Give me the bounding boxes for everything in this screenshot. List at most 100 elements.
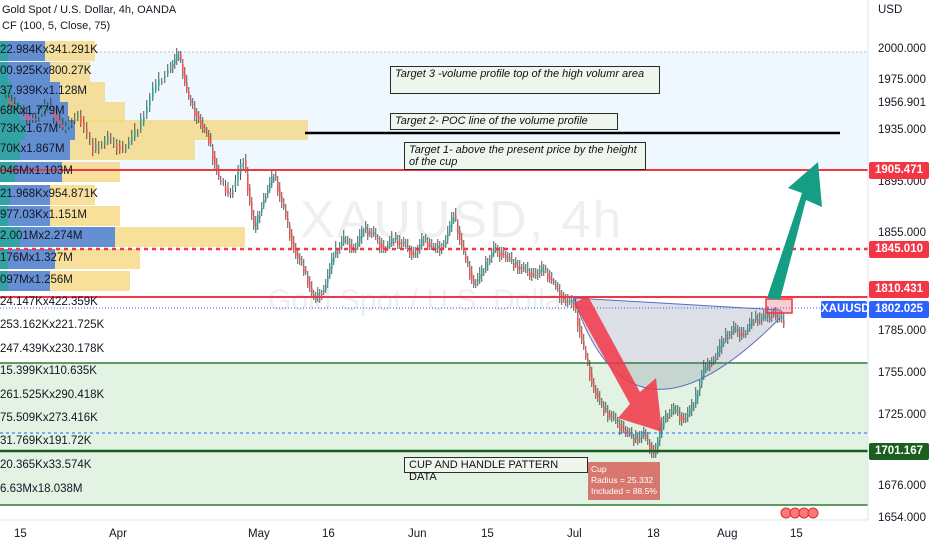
candle-body (705, 367, 707, 370)
candle-body (735, 330, 737, 331)
pattern-note[interactable]: CUP AND HANDLE PATTERN DATA (404, 457, 588, 483)
price-tag: 1810.431 (869, 281, 929, 298)
candle-body (293, 242, 295, 250)
price-tag: 1845.010 (869, 241, 929, 258)
candle-body (71, 124, 73, 125)
price-tick: 1725.000 (878, 409, 926, 421)
candle-body (681, 416, 683, 420)
candle-body (80, 115, 82, 124)
candle-body (601, 402, 603, 403)
candle-body (713, 360, 715, 362)
candle-body (559, 291, 561, 298)
candle-body (495, 250, 497, 251)
vp-row-label: 73Kx1.67M (0, 123, 59, 135)
candle-body (313, 294, 315, 297)
candle-body (32, 118, 34, 120)
chart-title[interactable]: Gold Spot / U.S. Dollar, 4h, OANDA (2, 4, 177, 16)
candle-body (381, 244, 383, 249)
candle-body (283, 203, 285, 207)
candle-body (247, 174, 249, 191)
time-tick: Jul (567, 528, 582, 540)
candle-body (92, 143, 94, 153)
vp-row-label: 75.509Kx273.416K (0, 412, 98, 424)
candle-body (639, 438, 641, 439)
candle-body (531, 273, 533, 276)
candle-body (275, 175, 277, 178)
candle-body (645, 435, 647, 438)
candle-body (143, 117, 145, 122)
candle-body (723, 343, 725, 344)
currency-label[interactable]: USD (878, 4, 903, 16)
candle-body (371, 233, 373, 234)
candle-body (345, 240, 347, 241)
price-tick: 1855.000 (878, 227, 926, 239)
candle-body (615, 420, 617, 421)
candle-body (437, 245, 439, 249)
demand-zone (0, 363, 868, 505)
candle-body (517, 266, 519, 270)
vp-row-label: 37.939Kx1.128M (0, 85, 87, 97)
candle-body (192, 104, 194, 105)
candle-body (669, 415, 671, 416)
candle-body (59, 120, 61, 124)
candle-body (218, 172, 220, 177)
candle-body (74, 120, 76, 121)
candle-body (77, 115, 79, 118)
up-arrow (767, 162, 822, 300)
candle-body (131, 136, 133, 142)
candle-body (501, 253, 503, 256)
candle-body (599, 398, 601, 400)
cup-info-box[interactable]: Cup Radius = 25.332 Included = 88.5% (588, 462, 660, 500)
candle-body (597, 394, 599, 398)
candle-body (691, 404, 693, 411)
candle-body (453, 218, 455, 221)
candle-body (605, 408, 607, 410)
candle-body (331, 258, 333, 269)
target1-note[interactable]: Target 1- above the present price by the… (404, 142, 646, 170)
cup-info-title: Cup (591, 464, 607, 474)
candle-body (701, 376, 703, 384)
indicator-legend[interactable]: CF (100, 5, Close, 75) (2, 20, 111, 32)
candle-body (377, 238, 379, 239)
candle-body (212, 148, 214, 159)
target3-note[interactable]: Target 3 -volume profile top of the high… (390, 66, 660, 94)
candle-body (363, 233, 365, 234)
candle-body (555, 285, 557, 287)
candle-body (232, 190, 234, 195)
candle-body (427, 242, 429, 247)
candle-body (415, 254, 417, 255)
candle-body (337, 252, 339, 253)
candle-body (697, 394, 699, 398)
candle-body (741, 333, 743, 336)
candle-body (565, 300, 567, 303)
candle-body (489, 259, 491, 262)
candle-body (50, 105, 52, 106)
time-tick: 15 (14, 528, 27, 540)
candle-body (222, 183, 224, 184)
candle-body (755, 315, 757, 320)
candle-body (763, 315, 765, 319)
candle-body (751, 319, 753, 326)
candle-body (457, 223, 459, 234)
candle-body (375, 235, 377, 237)
candle-body (369, 232, 371, 234)
candle-body (35, 119, 37, 120)
candle-body (327, 276, 329, 283)
candle-body (727, 338, 729, 339)
candle-body (309, 282, 311, 289)
time-tick: 18 (647, 528, 660, 540)
target2-note[interactable]: Target 2- POC line of the volume profile (390, 113, 618, 130)
candle-body (449, 225, 451, 233)
candle-body (188, 91, 190, 97)
candle-body (675, 410, 677, 411)
candle-body (507, 257, 509, 259)
candle-body (178, 58, 180, 59)
candle-body (206, 132, 208, 133)
candle-body (535, 275, 537, 276)
candle-body (359, 236, 361, 242)
candle-body (661, 423, 663, 434)
candle-body (301, 262, 303, 263)
candle-body (53, 110, 55, 118)
candle-body (739, 332, 741, 337)
candle-body (210, 140, 212, 144)
